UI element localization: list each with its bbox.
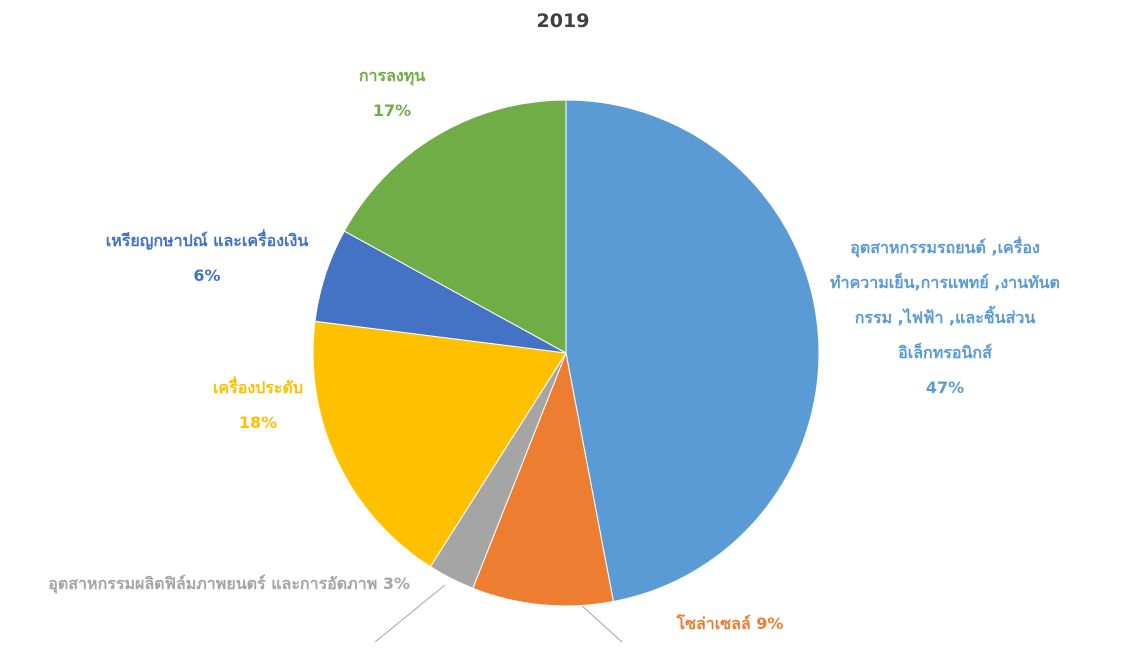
data-label: อุตสาหกรรมผลิตฟิล์มภาพยนตร์ และการอัดภาพ… xyxy=(10,566,410,601)
pie-slice xyxy=(472,351,614,607)
chart-title: 2019 xyxy=(536,10,590,32)
category-label: โซล่าเซลล์ xyxy=(676,614,751,633)
value-label: 3% xyxy=(382,574,410,593)
value-label: 47% xyxy=(925,378,965,397)
data-label: อุตสาหกรรมรถยนต์ ,เครื่องทำความเย็น,การแ… xyxy=(825,230,1065,405)
data-label: เครื่องประดับ 18% xyxy=(158,370,358,440)
leader-line xyxy=(579,603,623,643)
category-label: เหรียญกษาปณ์ และเครื่องเงิน xyxy=(105,231,309,250)
category-label: เครื่องประดับ xyxy=(212,378,304,397)
value-label: 9% xyxy=(756,614,784,633)
pie-slice xyxy=(312,320,567,568)
data-label: โซล่าเซลล์ 9% xyxy=(640,606,820,641)
pie-slice xyxy=(565,99,820,603)
category-label: การลงทุน xyxy=(358,66,426,85)
value-label: 18% xyxy=(238,413,278,432)
data-label: การลงทุน 17% xyxy=(292,58,492,128)
pie-slice xyxy=(343,99,567,354)
value-label: 17% xyxy=(372,101,412,120)
category-label: อุตสาหกรรมรถยนต์ ,เครื่องทำความเย็น,การแ… xyxy=(830,238,1060,362)
value-label: 6% xyxy=(193,266,221,285)
leader-line xyxy=(374,584,446,643)
category-label: อุตสาหกรรมผลิตฟิล์มภาพยนตร์ และการอัดภาพ xyxy=(48,574,378,593)
data-label: เหรียญกษาปณ์ และเครื่องเงิน 6% xyxy=(57,223,357,293)
